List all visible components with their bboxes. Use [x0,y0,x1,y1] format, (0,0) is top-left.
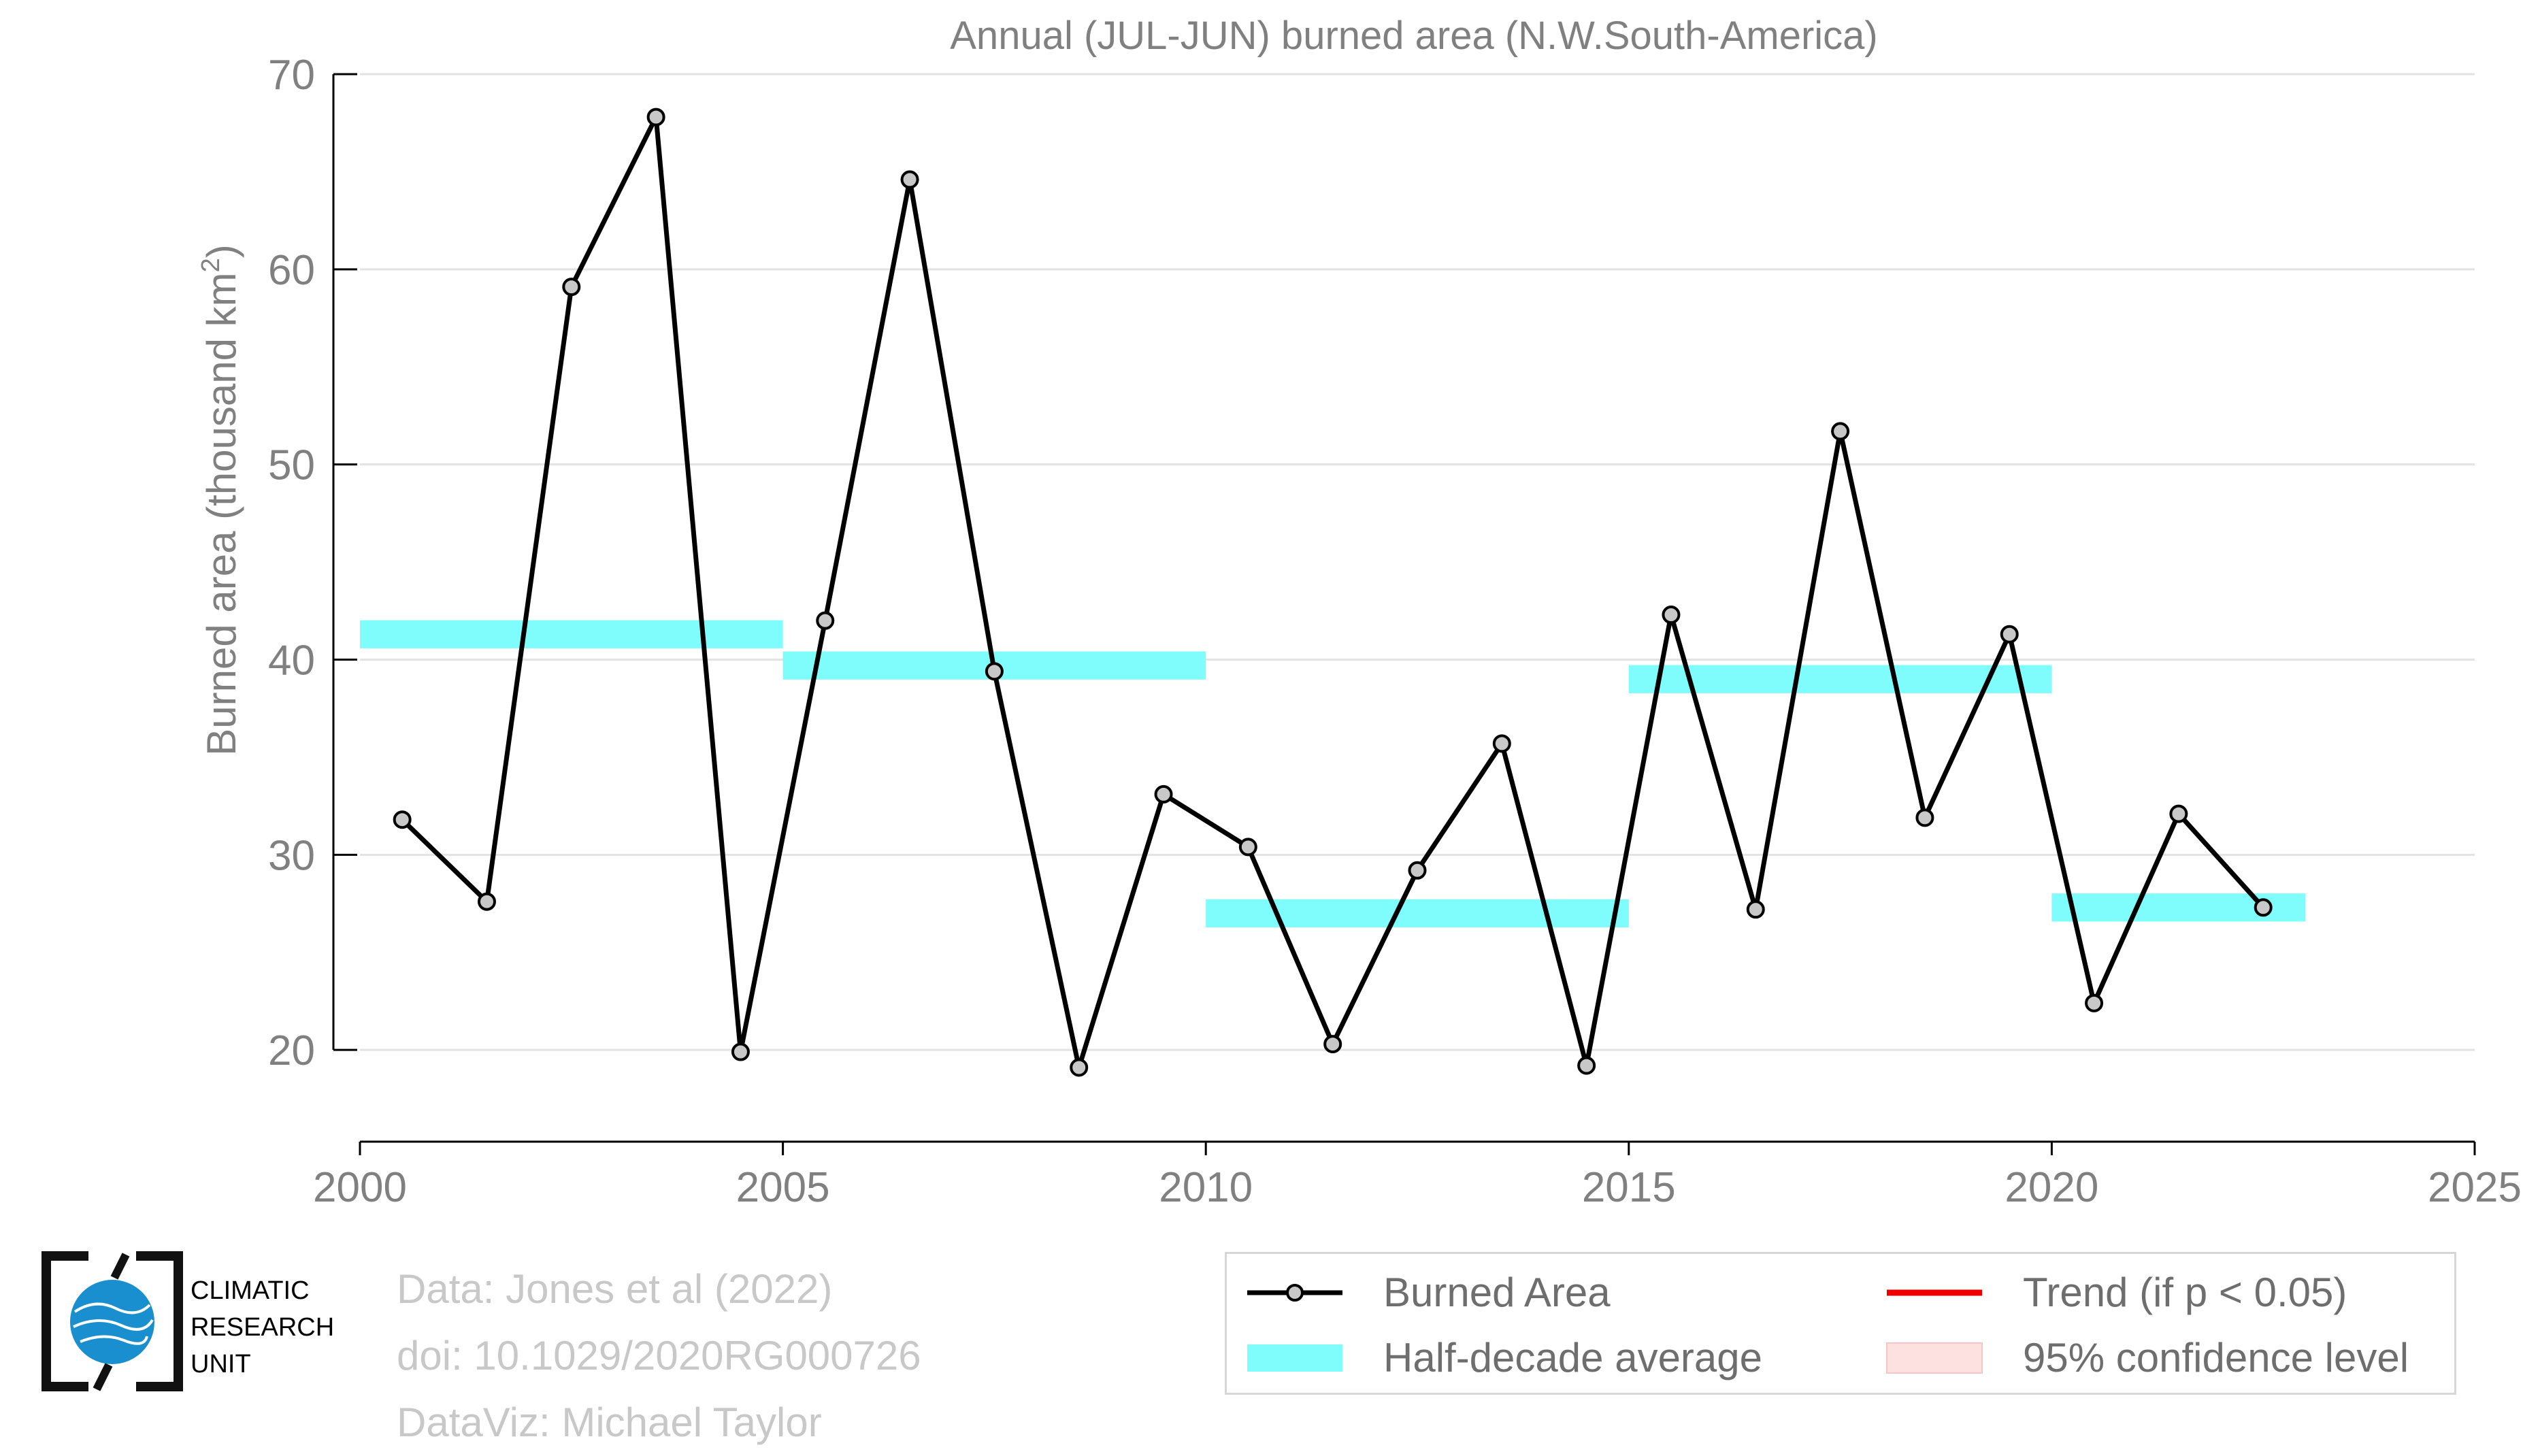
x-tick-label: 2025 [2428,1164,2522,1211]
half-decade-band [1206,899,1629,928]
y-tick-label: 20 [268,1027,315,1074]
data-point [1154,784,1173,804]
legend-swatch-confidence [1880,1338,1989,1378]
legend-item-trend: Trend (if p < 0.05) [1880,1269,2347,1316]
data-point [1577,1056,1596,1075]
logo-line-2: RESEARCH [191,1313,335,1342]
y-axis-label-superscript: 2 [197,258,225,272]
y-axis-label-end: ) [199,244,244,258]
logo-line-3: UNIT [191,1350,251,1378]
data-point [1070,1058,1089,1077]
tick-labels: 20 30 40 50 60 70 2000 2005 2010 2015 2020 2025 [268,52,2522,1211]
data-point [2085,993,2104,1012]
legend: Burned Area Trend (if p < 0.05) Half-dec… [1225,1252,2456,1395]
legend-swatch-trend [1880,1272,1989,1313]
y-axis-label: Burned area (thousand km2) [197,244,244,756]
data-point [2169,804,2188,823]
data-point [1831,422,1850,441]
logo-line-1: CLIMATIC [191,1276,310,1305]
data-point [2000,625,2019,644]
data-point [731,1042,750,1061]
legend-label-confidence: 95% confidence level [2023,1335,2409,1380]
data-point [1915,808,1934,827]
legend-swatch-burned-area [1240,1272,1349,1313]
cru-logo-text: CLIMATIC RESEARCH UNIT [191,1272,334,1383]
y-tick-label: 50 [268,442,315,489]
data-point [1238,838,1257,857]
cru-logo [41,1251,184,1393]
data-point [1662,606,1681,625]
data-point [985,662,1004,681]
data-point [1746,900,1765,919]
x-tick-label: 2005 [736,1164,830,1211]
legend-label-trend: Trend (if p < 0.05) [2023,1270,2347,1315]
half-decade-band [1628,665,2052,693]
data-point [477,892,496,911]
axes [332,73,2476,1155]
credit-data-source: Data: Jones et al (2022) [397,1266,833,1312]
data-point [393,810,412,829]
credit-dataviz: DataViz: Michael Taylor [397,1400,822,1445]
y-tick-label: 60 [268,247,315,294]
y-tick-label: 30 [268,832,315,879]
y-axis-label-main: Burned area (thousand km [199,272,244,755]
cru-logo-mark [42,1251,183,1391]
x-tick-label: 2015 [1582,1164,1676,1211]
x-tick-label: 2010 [1159,1164,1253,1211]
chart: Annual (JUL-JUN) burned area (N.W.South-… [197,14,2522,1211]
data-point [1323,1035,1342,1054]
legend-swatch-half-decade [1240,1338,1349,1378]
half-decade-bands [360,620,2306,928]
data-point [562,278,581,297]
legend-label-burned-area: Burned Area [1383,1270,1611,1315]
data-point [816,611,835,630]
gridlines [360,73,2475,1051]
burned-area-series [393,107,2273,1077]
data-point [1408,861,1427,880]
x-tick-label: 2000 [313,1164,407,1211]
legend-label-half-decade: Half-decade average [1383,1335,1763,1380]
half-decade-band [360,620,783,648]
legend-item-confidence: 95% confidence level [1880,1334,2409,1381]
x-tick-label: 2020 [2005,1164,2098,1211]
data-point [1492,734,1511,753]
data-credits: Data: Jones et al (2022) doi: 10.1029/20… [397,1256,921,1456]
chart-title: Annual (JUL-JUN) burned area (N.W.South-… [950,14,1877,58]
data-point [900,170,919,189]
data-point [2254,898,2273,917]
credit-doi: doi: 10.1029/2020RG000726 [397,1333,921,1378]
data-point [646,107,665,127]
y-tick-label: 40 [268,638,315,684]
y-tick-label: 70 [268,52,315,99]
legend-item-half-decade: Half-decade average [1240,1334,1762,1381]
legend-item-burned-area: Burned Area [1240,1269,1611,1316]
